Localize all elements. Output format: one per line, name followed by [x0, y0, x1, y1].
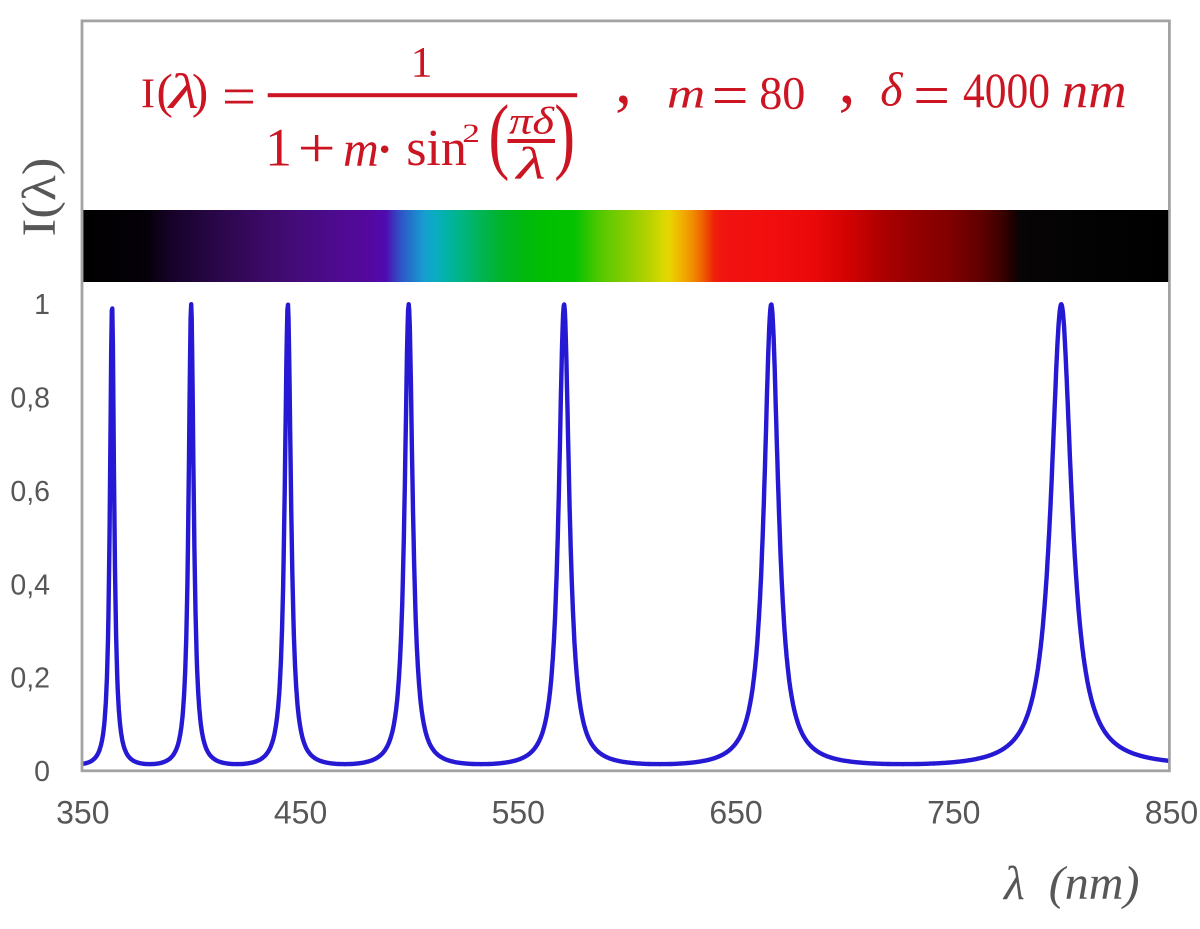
svg-text:,: ,: [839, 42, 856, 118]
svg-text:0,2: 0,2: [10, 663, 50, 695]
svg-text:0,6: 0,6: [10, 476, 50, 508]
svg-text:550: 550: [492, 795, 545, 831]
svg-text:(: (: [157, 64, 173, 119]
svg-text:2: 2: [462, 119, 480, 148]
svg-text:): ): [192, 64, 208, 119]
svg-text:=: =: [222, 66, 256, 128]
svg-text:650: 650: [709, 795, 762, 831]
svg-text:1: 1: [34, 289, 50, 321]
svg-text:750: 750: [927, 795, 980, 831]
svg-text:λ: λ: [514, 139, 546, 188]
svg-text:πδ: πδ: [509, 100, 555, 142]
svg-text:m: m: [667, 72, 706, 118]
svg-text:0: 0: [34, 756, 50, 788]
svg-text:(: (: [489, 89, 510, 182]
svg-text:80: 80: [759, 68, 805, 119]
svg-text:δ: δ: [880, 63, 903, 116]
svg-text:350: 350: [56, 795, 109, 831]
svg-text:1: 1: [265, 118, 292, 178]
svg-text:4000: 4000: [963, 63, 1050, 118]
svg-text:0,8: 0,8: [10, 382, 50, 414]
svg-text:=: =: [712, 63, 749, 129]
svg-text:450: 450: [274, 795, 327, 831]
svg-text:m: m: [343, 121, 379, 176]
svg-text:0,4: 0,4: [10, 569, 50, 601]
svg-text:I(λ): I(λ): [12, 157, 65, 236]
svg-text:I: I: [141, 71, 155, 117]
svg-text:+: +: [298, 118, 336, 180]
svg-text:λ (nm): λ (nm): [1002, 857, 1139, 910]
svg-text:λ: λ: [167, 65, 199, 120]
svg-text:1: 1: [411, 39, 433, 87]
svg-text:·: ·: [374, 114, 395, 185]
svg-text:sin: sin: [406, 120, 467, 177]
svg-text:): ): [554, 89, 575, 182]
svg-text:,: ,: [615, 42, 632, 118]
svg-text:850: 850: [1145, 795, 1198, 831]
svg-text:nm: nm: [1062, 63, 1127, 118]
svg-text:=: =: [913, 63, 950, 129]
